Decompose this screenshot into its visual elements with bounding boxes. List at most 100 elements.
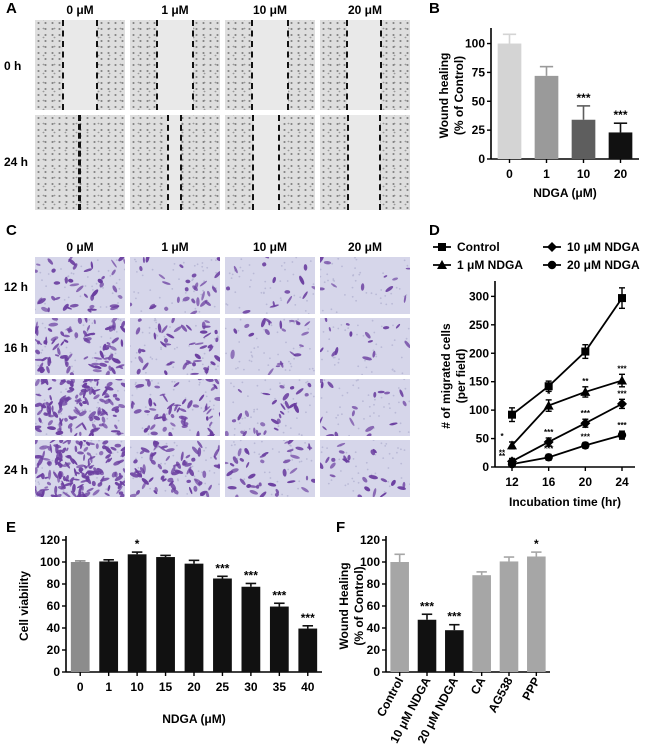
membrane-pore: [188, 345, 190, 347]
migrated-cell: [185, 359, 192, 365]
panel-letter-c: C: [6, 222, 17, 239]
migrated-cell: [89, 454, 93, 464]
membrane-pore: [310, 392, 312, 395]
significance-label: ***: [447, 610, 461, 624]
migrated-cell: [217, 444, 220, 452]
membrane-pore: [251, 356, 254, 358]
membrane-pore: [233, 428, 236, 430]
migrated-cell: [48, 322, 59, 327]
membrane-pore: [203, 352, 206, 355]
membrane-pore: [71, 365, 73, 368]
migrated-cell: [135, 383, 145, 388]
membrane-pore: [384, 445, 387, 447]
migrated-cell: [93, 394, 100, 400]
membrane-pore: [391, 368, 394, 371]
migrated-cell: [303, 264, 308, 271]
membrane-pore: [102, 287, 104, 289]
membrane-pore: [151, 268, 154, 271]
membrane-pore: [163, 335, 166, 338]
membrane-pore: [339, 406, 341, 409]
migrated-cell: [59, 379, 66, 386]
migrated-cell: [201, 321, 206, 330]
migrated-cell: [188, 342, 196, 346]
membrane-pore: [143, 344, 146, 347]
membrane-pore: [406, 264, 409, 267]
membrane-pore: [132, 477, 135, 480]
membrane-pore: [281, 493, 283, 496]
migrated-cell: [162, 393, 168, 403]
membrane-pore: [408, 400, 410, 403]
migrated-cell: [110, 446, 117, 451]
bar: [127, 554, 147, 672]
membrane-pore: [243, 429, 246, 432]
migrated-cell: [39, 445, 49, 450]
migrated-cell: [182, 296, 190, 302]
membrane-pore: [91, 285, 93, 288]
migrated-cell: [60, 331, 65, 336]
data-point: [617, 430, 627, 440]
migrated-cell: [131, 400, 135, 405]
x-tick-label: 20: [187, 680, 201, 694]
migrated-cell: [93, 357, 103, 360]
migrated-cell: [330, 283, 338, 288]
membrane-pore: [395, 286, 398, 289]
membrane-pore: [184, 475, 187, 478]
membrane-pore: [109, 275, 112, 277]
membrane-pore: [58, 413, 60, 416]
migrated-cell: [84, 379, 88, 382]
membrane-pore: [244, 417, 246, 419]
migrated-cell: [76, 397, 81, 405]
membrane-pore: [271, 448, 274, 450]
migrated-cell: [115, 364, 125, 369]
migrated-cell: [183, 417, 187, 424]
membrane-pore: [47, 273, 50, 275]
membrane-pore: [165, 442, 168, 445]
migrated-cell: [86, 487, 94, 493]
migrated-cell: [142, 464, 146, 474]
migrated-cell: [111, 337, 119, 344]
membrane-pore: [217, 365, 219, 367]
migrated-cell: [166, 333, 175, 339]
migrated-cell: [108, 365, 112, 372]
migrated-cell: [59, 395, 67, 400]
migrated-cell: [205, 416, 209, 421]
membrane-pore: [400, 356, 403, 359]
membrane-pore: [355, 465, 357, 468]
bar: [417, 619, 437, 672]
panel-e-chart: 0 20 40 60 80 100 120 0 1 * 10 15 20 *** 25 *** 30 *** 35 *…: [17, 533, 322, 726]
migrated-cell: [79, 402, 83, 407]
membrane-pore: [173, 263, 176, 265]
membrane-pore: [252, 272, 255, 275]
membrane-pore: [258, 369, 260, 371]
migrated-cell: [120, 453, 125, 457]
panel-a-row-label: 0 h: [4, 59, 22, 73]
migrated-cell: [179, 264, 184, 268]
legend-marker: [437, 260, 447, 269]
migrated-cell: [390, 479, 396, 486]
membrane-pore: [382, 457, 385, 459]
transwell-cells: [130, 257, 220, 314]
membrane-pore: [82, 324, 85, 327]
migrated-cell: [92, 489, 100, 496]
migrated-cell: [111, 269, 116, 276]
membrane-pore: [209, 400, 211, 403]
membrane-pore: [184, 292, 187, 294]
migrated-cell: [272, 301, 275, 307]
x-tick-label: 20: [614, 167, 628, 181]
membrane-pore: [373, 403, 375, 406]
membrane-pore: [237, 329, 240, 332]
migrated-cell: [47, 387, 52, 391]
membrane-pore: [176, 346, 178, 349]
membrane-pore: [89, 410, 91, 413]
transwell-image: [35, 379, 125, 436]
migrated-cell: [384, 391, 391, 395]
membrane-pore: [165, 413, 168, 416]
migrated-cell: [63, 396, 72, 401]
membrane-pore: [172, 366, 175, 369]
migrated-cell: [405, 267, 410, 270]
membrane-pore: [379, 297, 382, 300]
membrane-pore: [154, 318, 156, 320]
migrated-cell: [67, 326, 72, 334]
membrane-pore: [388, 402, 390, 405]
membrane-pore: [357, 379, 359, 381]
